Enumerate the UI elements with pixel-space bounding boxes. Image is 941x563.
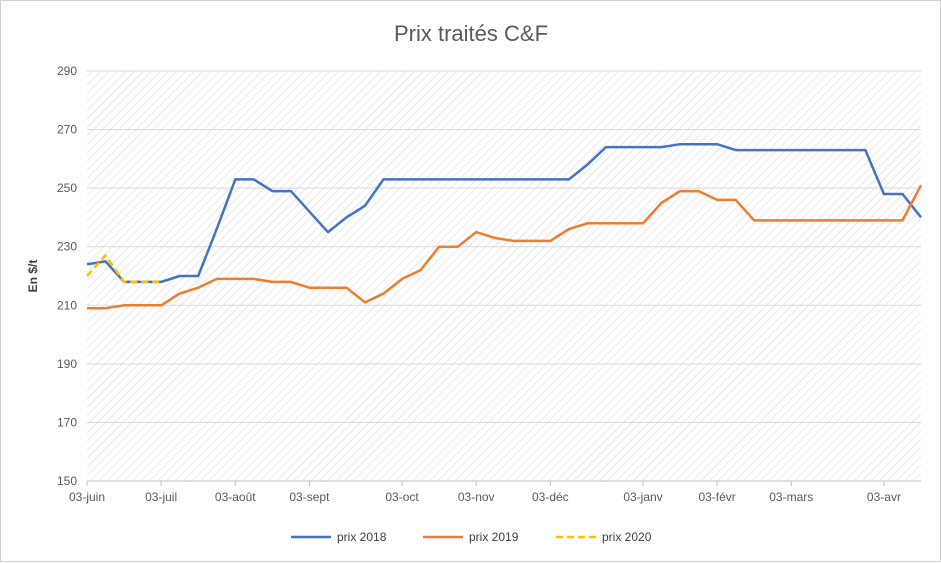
y-axis-ticks: 150 170 190 210 230 250 270 290	[57, 64, 77, 488]
y-tick-label: 150	[57, 474, 77, 488]
series-line-3	[86, 254, 162, 284]
x-tick-label: 03-juin	[69, 490, 105, 504]
gridlines	[87, 70, 921, 482]
legend-label: prix 2020	[602, 530, 652, 544]
series-line-2	[87, 184, 923, 310]
x-tick-label: 03-déc	[532, 490, 569, 504]
y-tick-label: 290	[57, 64, 77, 78]
x-tick-label: 03-juil	[145, 490, 177, 504]
y-tick-label: 270	[57, 123, 77, 137]
x-tick-label: 03-sept	[289, 490, 330, 504]
plot-area-background	[87, 71, 921, 481]
x-tick-label: 03-août	[215, 490, 256, 504]
x-axis-ticks: 03-juin 03-juil 03-août 03-sept 03-oct 03-nov…	[69, 481, 901, 504]
legend-label: prix 2018	[337, 530, 387, 544]
y-tick-label: 210	[57, 298, 77, 312]
y-axis-label: En $/t	[26, 260, 40, 293]
chart-title: Prix traités C&F	[394, 21, 548, 46]
x-tick-label: 03-mars	[769, 490, 813, 504]
x-tick-label: 03-avr	[867, 490, 901, 504]
y-tick-label: 190	[57, 357, 77, 371]
y-tick-label: 170	[57, 415, 77, 429]
legend-label: prix 2019	[469, 530, 519, 544]
legend: prix 2018 prix 2019 prix 2020	[291, 530, 652, 544]
series-line-1	[86, 142, 922, 284]
x-tick-label: 03-janv	[623, 490, 662, 504]
series-lines	[86, 142, 923, 310]
y-tick-label: 250	[57, 181, 77, 195]
x-tick-label: 03-nov	[458, 490, 495, 504]
x-tick-label: 03-oct	[385, 490, 419, 504]
x-tick-label: 03-févr	[698, 490, 735, 504]
y-tick-label: 230	[57, 240, 77, 254]
